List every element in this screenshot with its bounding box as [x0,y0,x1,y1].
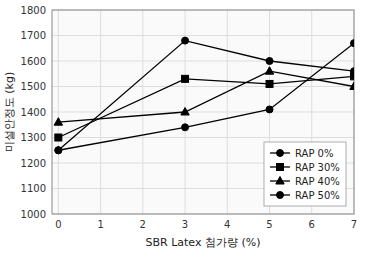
legend: RAP 0% RAP 30% RAP 40% RAP 50% [264,142,346,206]
legend-marker [276,177,284,185]
data-point [265,67,273,75]
x-grid-line [100,10,101,214]
x-grid-line [58,10,59,214]
data-point [351,40,355,47]
y-grid-line [52,86,354,87]
y-tick-label: 1500 [21,81,46,92]
y-grid-line [52,137,354,138]
y-tick-label: 1000 [21,209,46,220]
legend-label: RAP 40% [295,176,340,187]
series-line [58,71,354,122]
plot-background [52,10,354,214]
x-tick-label: 5 [266,219,272,230]
legend-label: RAP 30% [295,162,340,173]
legend-marker [277,164,284,171]
y-tick-label: 1600 [21,56,46,67]
x-tick-label: 4 [224,219,230,230]
data-point [55,147,62,154]
x-tick-label: 7 [351,219,357,230]
y-tick-label: 1300 [21,132,46,143]
data-point [55,134,62,141]
data-point [350,82,354,90]
legend-label: RAP 0% [295,148,333,159]
chart: 1000 1100 1200 1300 1400 1500 1600 1700 1800 0 1 2 3… [0,0,366,254]
data-point [181,108,189,116]
legend-box [264,142,346,206]
series-group [54,37,354,154]
y-grid-line [52,61,354,62]
plot-frame [52,10,354,214]
data-point [182,124,189,131]
y-tick-label: 1100 [21,183,46,194]
legend-label: RAP 50% [295,190,340,201]
series-line [58,41,354,151]
x-tick-label: 1 [97,219,103,230]
data-point [55,147,62,154]
x-axis-label: SBR Latex 첨가량 (%) [146,236,261,249]
data-point [182,75,189,82]
data-point [266,106,273,113]
legend-marker [277,192,284,199]
legend-marker [277,150,284,157]
x-tick-label: 0 [55,219,61,230]
y-tick-label: 1700 [21,30,46,41]
y-grid-line [52,112,354,113]
series-line [58,43,354,150]
data-point [182,37,189,44]
x-grid-line [227,10,228,214]
data-point [54,118,62,126]
y-grid-line [52,35,354,36]
x-tick-label: 2 [140,219,146,230]
x-tick-label: 6 [309,219,315,230]
y-tick-label: 1800 [21,5,46,16]
chart-container: 1000 1100 1200 1300 1400 1500 1600 1700 1800 0 1 2 3… [0,0,366,254]
x-grid-line [142,10,143,214]
data-point [266,58,273,65]
x-tick-label: 3 [182,219,188,230]
y-tick-label: 1200 [21,158,46,169]
y-axis-label: 미설안정도 (kg) [3,72,16,152]
data-point [266,80,273,87]
y-tick-label: 1400 [21,107,46,118]
series-line [58,76,354,137]
data-point [351,68,355,75]
